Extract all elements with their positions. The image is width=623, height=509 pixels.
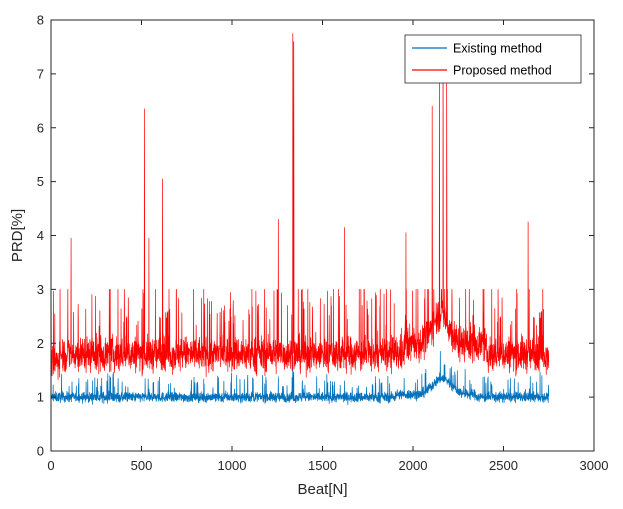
x-tick-label: 0	[47, 458, 54, 473]
series-line-proposed-method	[50, 33, 550, 380]
axis-ticks: 0 500 1000 1500 2000 2500 3000 0 1 2 3 4 5 6 7 8	[37, 13, 609, 474]
x-tick-label: 2000	[399, 458, 428, 473]
x-tick-label: 500	[131, 458, 153, 473]
y-tick-label: 0	[37, 444, 44, 459]
legend: Existing method Proposed method	[404, 34, 582, 84]
y-tick-label: 4	[37, 228, 44, 243]
legend-label-proposed-method: Proposed method	[453, 64, 552, 78]
y-tick-label: 1	[37, 390, 44, 405]
legend-box	[404, 34, 582, 84]
y-tick-label: 7	[37, 66, 44, 81]
y-tick-label: 3	[37, 282, 44, 297]
x-axis-title: Beat[N]	[297, 481, 347, 498]
y-tick-label: 6	[37, 120, 44, 135]
x-tick-label: 3000	[580, 458, 609, 473]
y-axis-title: PRD[%]	[9, 209, 26, 262]
y-tick-label: 2	[37, 336, 44, 351]
x-tick-label: 1500	[308, 458, 337, 473]
y-tick-label: 5	[37, 174, 44, 189]
plot-lines	[50, 33, 550, 406]
x-tick-label: 1000	[218, 458, 247, 473]
series-line-existing-method	[50, 350, 550, 406]
legend-label-existing-method: Existing method	[453, 42, 542, 56]
x-tick-label: 2500	[489, 458, 518, 473]
y-tick-label: 8	[37, 13, 44, 28]
